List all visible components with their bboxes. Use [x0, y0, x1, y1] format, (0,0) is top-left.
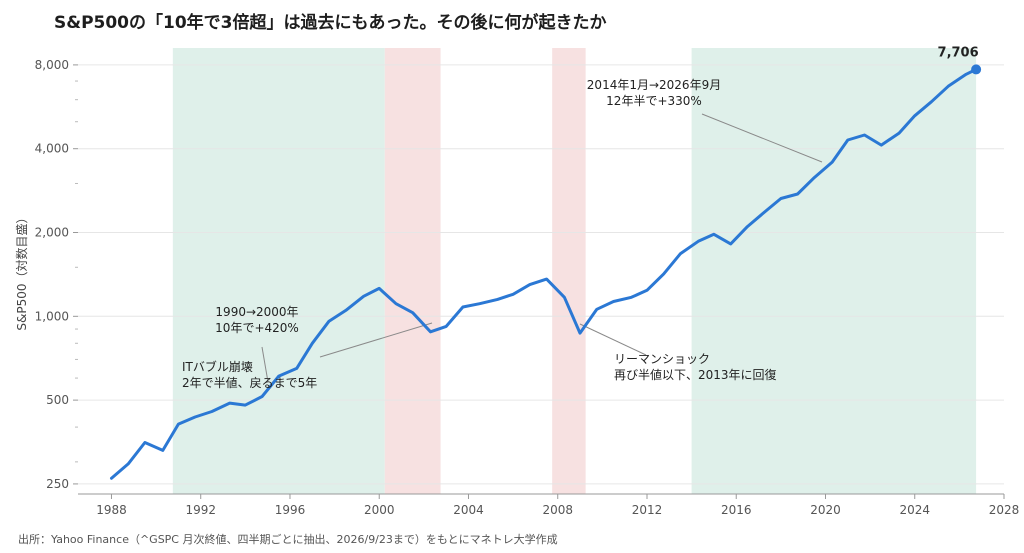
- y-tick-label: 8,000: [35, 58, 69, 72]
- x-tick-label: 2020: [810, 503, 841, 517]
- series-line: [110, 67, 978, 480]
- source-note: 出所：Yahoo Finance（^GSPC 月次終値、四半期ごとに抽出、202…: [18, 533, 558, 546]
- annotation-text: 2年で半値、戻るまで5年: [182, 375, 317, 390]
- y-tick-label: 2,000: [35, 226, 69, 240]
- end-value-label: 7,706: [938, 45, 979, 60]
- annotation-leader-line: [319, 322, 433, 358]
- annotation-text: 12年半で+330%: [606, 94, 702, 108]
- end-point-marker: [971, 64, 982, 75]
- annotation-text: 2014年1月→2026年9月: [587, 78, 721, 92]
- y-tick-label: 500: [46, 393, 69, 407]
- x-tick-label: 1988: [96, 503, 127, 517]
- annotation-text: 1990→2000年: [215, 305, 298, 319]
- annotation-leader-line: [579, 323, 647, 356]
- x-tick-label: 1996: [275, 503, 306, 517]
- shaded-period-2: [384, 48, 441, 494]
- annotation-leaders: [261, 113, 823, 383]
- annotation-text: 再び半値以下、2013年に回復: [614, 367, 777, 382]
- x-tick-label: 2016: [721, 503, 752, 517]
- x-tick-label: 2000: [364, 503, 395, 517]
- shaded-period-4: [691, 48, 977, 494]
- y-tick-label: 250: [46, 477, 69, 491]
- x-tick-label: 2008: [542, 503, 573, 517]
- gridlines: [78, 64, 1004, 485]
- x-tick-label: 2012: [632, 503, 663, 517]
- x-tick-label: 2028: [989, 503, 1020, 517]
- y-tick-label: 4,000: [35, 142, 69, 156]
- x-tick-label: 2004: [453, 503, 484, 517]
- annotation-text: リーマンショック: [614, 352, 710, 366]
- x-axis-ticks: 1988 1992 1996 2000 2004 2008 2012 2016 2020 2024…: [96, 494, 1019, 517]
- annotation-text: 10年で+420%: [215, 321, 299, 335]
- shaded-period-1: [172, 48, 385, 494]
- x-tick-label: 1992: [185, 503, 216, 517]
- shaded-period-3: [552, 48, 586, 494]
- shaded-periods: [172, 48, 977, 494]
- annotation-leader-line: [701, 113, 823, 163]
- chart-title: S&P500の「10年で3倍超」は過去にもあった。その後に何が起きたか: [54, 13, 607, 33]
- annotation-text: ITバブル崩壊: [182, 359, 253, 374]
- annotation-leader-line: [261, 346, 269, 383]
- y-axis-label: S&P500（対数目盛）: [14, 211, 29, 330]
- y-axis-ticks: 250 500 1,000 2,000 4,000 8,000: [35, 58, 78, 491]
- x-tick-label: 2024: [899, 503, 930, 517]
- y-tick-label: 1,000: [35, 309, 69, 323]
